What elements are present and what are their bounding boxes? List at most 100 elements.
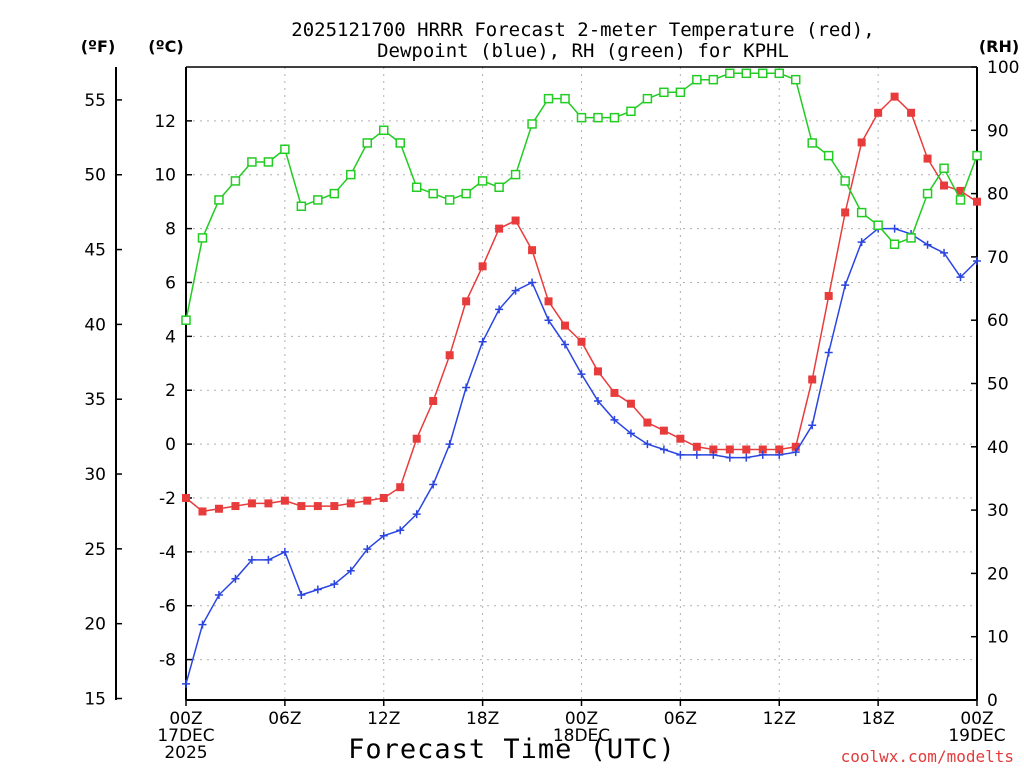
dewpoint-point [198,620,207,629]
dewpoint-point [775,450,784,459]
dewpoint-point [973,256,981,265]
fahrenheit-tick-label: 20 [84,615,106,635]
rh-point [675,87,686,98]
dewpoint-point [264,555,273,564]
x-tick-label-line: 19DEC [948,726,1005,746]
dewpoint-point [923,240,932,249]
dewpoint-point [857,238,866,247]
temperature-point [528,246,537,255]
temperature-point [709,445,718,454]
dewpoint-point [182,679,190,688]
x-tick-label-line: 18Z [466,709,499,729]
x-tick-label-line: 06Z [664,709,697,729]
celsius-tick-label: -8 [159,651,176,671]
temperature-point [824,291,833,300]
temperature-point [758,445,767,454]
dewpoint-point [791,448,800,457]
dewpoint-point [725,453,734,462]
dewpoint-point [940,248,949,257]
dewpoint-point [561,340,570,349]
temperature-point [791,442,800,451]
rh-point [626,106,636,117]
rh-series [181,68,982,325]
dewpoint-point [890,224,899,233]
credit-text: coolwx.com/modelts [841,747,1014,766]
temperature-point [330,502,339,511]
x-tick-label-line: 18Z [861,709,894,729]
rh-point [543,93,554,104]
temperature-point [890,92,899,101]
temperature-point [742,445,751,454]
temperature-point [231,502,240,511]
dewpoint-series [182,224,981,688]
fahrenheit-axis-unit: (ºF) [81,37,116,56]
temperature-point [841,208,850,217]
x-tick-label-line: 17DEC [157,726,214,746]
rh-point [823,150,834,161]
rh-point [510,169,521,180]
rh-point [280,144,290,155]
temperature-point [462,297,471,306]
chart-title-line-1: 2025121700 HRRR Forecast 2-meter Tempera… [291,19,874,41]
temperature-point [478,262,487,271]
fahrenheit-tick-label: 25 [84,540,106,560]
grid [186,67,977,700]
rh-point [873,220,883,230]
rh-point [758,68,768,79]
dewpoint-point [824,348,833,357]
temperature-point [956,186,965,195]
x-tick-label: 12Z [763,709,796,729]
chart-title-line-2: Dewpoint (blue), RH (green) for KPHL [377,40,789,62]
rh-point [642,93,653,104]
rh-point [741,68,752,79]
rh-tick-label: 90 [987,121,1009,141]
x-tick-label-line: 00Z [565,709,598,729]
rh-point [461,188,471,199]
dewpoint-point [528,278,537,287]
rh-point [790,74,801,85]
temperature-point [874,108,883,117]
rh-tick-label: 10 [987,628,1009,648]
rh-point [263,157,274,167]
temperature-point [643,418,652,427]
rh-tick-label: 50 [987,375,1009,395]
x-tick-label-line: 2025 [164,743,207,763]
dewpoint-point [742,453,751,462]
rh-point [889,239,900,249]
rh-tick-label: 20 [987,564,1009,584]
rh-point [593,112,603,123]
fahrenheit-tick-label: 55 [84,91,106,111]
celsius-tick-label: 2 [165,381,176,401]
dewpoint-point [346,566,355,575]
rh-point [560,93,570,104]
rh-tick-label: 100 [987,58,1019,78]
rh-point [692,74,702,85]
rh-point [955,195,966,205]
celsius-tick-label: 10 [154,166,176,186]
dewpoint-point [511,286,520,295]
dewpoint-point [808,421,817,430]
rh-point [494,182,504,193]
x-tick-label: 00Z 18DEC [553,709,610,746]
dewpoint-point [363,545,372,554]
dewpoint-point [841,281,850,290]
temperature-point [198,507,207,516]
rh-tick-label: 60 [987,311,1009,331]
x-tick-label-line: 00Z [960,709,993,729]
rh-point [807,138,817,148]
rh-point [346,169,356,180]
dewpoint-point [280,547,289,556]
dewpoint-point [330,580,339,589]
dewpoint-point [297,590,306,599]
temperature-point [280,496,289,505]
dewpoint-point [214,590,223,599]
temperature-point [940,181,949,190]
temperature-point [412,434,421,443]
x-tick-label: 06Z [664,709,697,729]
rh-point [428,188,438,199]
celsius-tick-label: 0 [165,435,176,455]
rh-point [296,201,307,212]
temperature-point [857,138,866,147]
rh-point [659,87,669,98]
